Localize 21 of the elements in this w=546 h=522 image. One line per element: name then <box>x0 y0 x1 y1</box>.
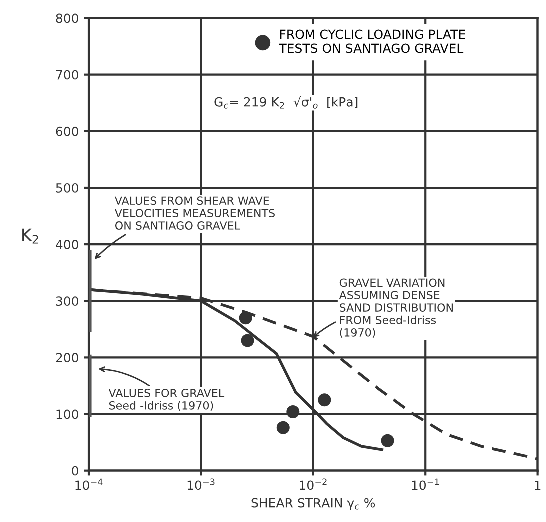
legend-label: FROM CYCLIC LOADING PLATE TESTS ON SANTIAGO GRAVEL <box>279 30 466 54</box>
x-tick-label: 10$^{−1}$ <box>412 478 440 490</box>
annotation: VALUES FROM SHEAR WAVE VELOCITIES MEASUREMENTS ON SANTIAGO GRAVEL <box>114 196 275 230</box>
y-tick-label: 700 <box>56 70 78 80</box>
annotation: G$_{c}$= 219 K$_{2}$ √σ'$_{o}$ [kPa] <box>214 96 358 109</box>
x-tick-label: 10$^{−2}$ <box>300 478 327 490</box>
annotation: VALUES FOR GRAVEL Seed -Idriss (1970) <box>108 389 225 412</box>
annotation: GRAVEL VARIATION ASSUMING DENSE SAND DISTRIBUTION FROM Seed-Idriss (1970) <box>339 278 453 338</box>
x-tick-label: 1 <box>535 480 541 490</box>
y-tick-label: 400 <box>56 240 78 250</box>
x-axis-title: SHEAR STRAIN γ$_{c}$ % <box>252 498 376 510</box>
x-tick-label: 10$^{−4}$ <box>76 478 103 490</box>
x-tick-label: 10$^{−3}$ <box>188 478 215 490</box>
y-tick-label: 500 <box>56 183 78 193</box>
y-axis-title: K$_{2}$ <box>22 228 38 244</box>
y-tick-label: 0 <box>72 466 78 476</box>
y-tick-label: 100 <box>56 410 78 420</box>
y-tick-label: 200 <box>56 353 78 363</box>
y-tick-label: 300 <box>56 296 78 306</box>
y-tick-label: 800 <box>56 14 78 24</box>
y-tick-label: 600 <box>56 126 78 136</box>
